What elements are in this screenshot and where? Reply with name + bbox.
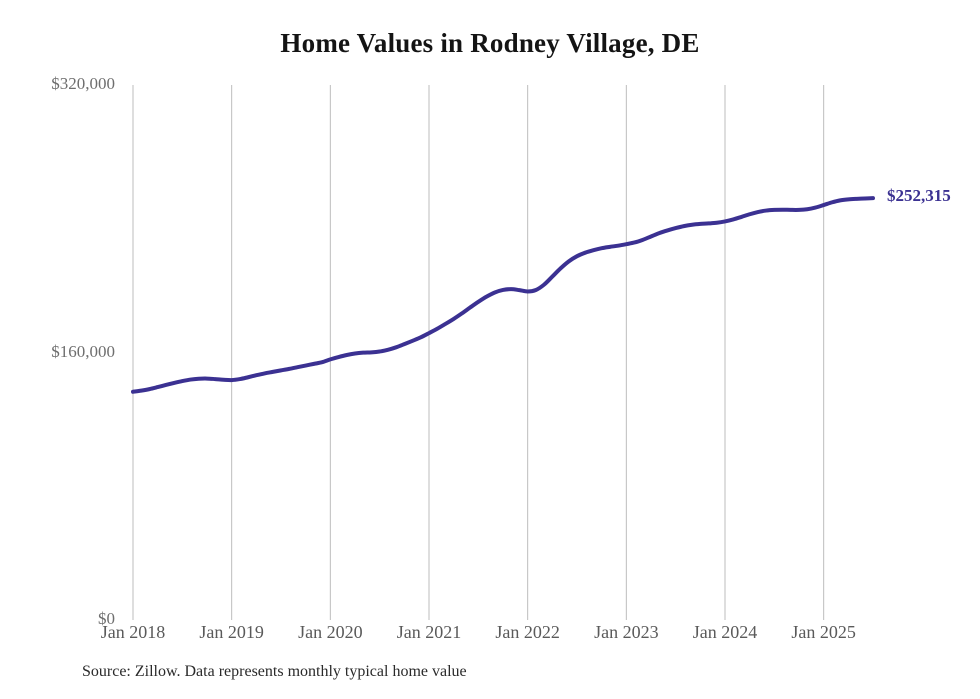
x-tick-label: Jan 2018	[100, 622, 166, 642]
gridlines-group	[132, 85, 825, 620]
y-tick-label: $320,000	[51, 74, 115, 93]
source-note: Source: Zillow. Data represents monthly …	[82, 663, 467, 680]
x-tick-label: Jan 2019	[199, 622, 264, 642]
series-line-group	[131, 196, 875, 394]
home-value-series-line	[131, 196, 875, 394]
x-tick-label: Jan 2025	[791, 622, 856, 642]
y-tick-label: $0	[98, 609, 115, 628]
x-tick-label: Jan 2024	[692, 622, 758, 642]
x-tick-label: Jan 2020	[298, 622, 363, 642]
y-tick-label: $160,000	[51, 341, 115, 361]
x-tick-label: Jan 2022	[495, 622, 560, 642]
endpoint-value-label: $252,315	[887, 186, 951, 206]
chart-title: Home Values in Rodney Village, DE	[280, 28, 700, 58]
x-tick-label: Jan 2021	[396, 622, 462, 642]
x-tick-label: Jan 2023	[594, 622, 659, 642]
